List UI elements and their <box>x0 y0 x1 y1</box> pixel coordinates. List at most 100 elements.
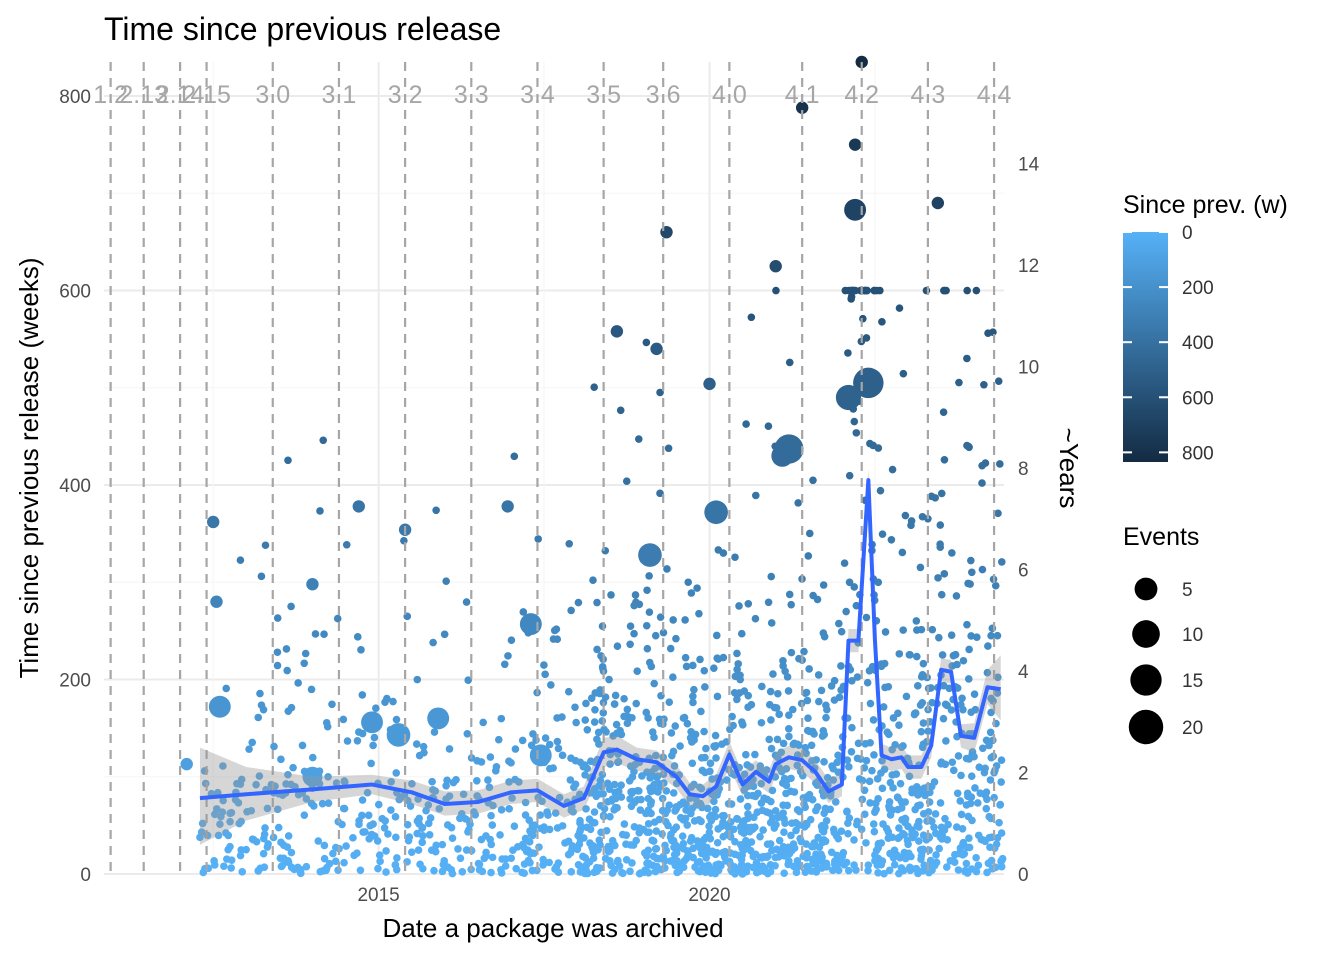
data-point <box>582 699 590 708</box>
data-point <box>917 625 926 634</box>
release-label: 2.13 <box>119 81 168 109</box>
data-point <box>906 866 915 875</box>
data-point <box>511 775 519 784</box>
data-point <box>723 776 731 784</box>
data-point <box>613 642 622 651</box>
color-legend: Since prev. (w) 0 200 400 600 800 <box>1123 191 1288 464</box>
data-point <box>866 699 875 708</box>
data-point <box>361 711 383 734</box>
data-point <box>387 777 395 786</box>
data-point <box>901 511 910 520</box>
data-point <box>607 591 615 599</box>
data-point <box>210 595 223 608</box>
data-point <box>551 809 560 817</box>
data-point <box>395 795 404 804</box>
data-point <box>438 867 447 876</box>
data-point <box>938 651 947 659</box>
data-point <box>987 814 995 823</box>
data-point <box>256 864 265 873</box>
data-point <box>736 795 745 803</box>
y-tick-label: 400 <box>59 476 91 497</box>
data-point <box>734 660 743 668</box>
y2-tick-label: 8 <box>1018 459 1029 480</box>
y2-tick-label: 10 <box>1018 358 1039 379</box>
data-point <box>486 753 495 761</box>
data-point <box>637 795 645 804</box>
data-point <box>914 682 922 690</box>
data-point <box>501 862 510 870</box>
data-point <box>603 779 612 788</box>
data-point <box>895 833 904 842</box>
color-legend-label: 200 <box>1182 278 1214 299</box>
data-point <box>947 706 956 714</box>
data-point <box>809 591 817 600</box>
data-point <box>294 679 302 687</box>
data-point <box>561 839 569 847</box>
data-point <box>940 570 949 578</box>
data-point <box>829 764 837 773</box>
data-point <box>710 664 718 672</box>
data-point <box>473 776 481 785</box>
data-point <box>954 752 963 760</box>
data-point <box>710 742 718 751</box>
data-point <box>804 552 813 560</box>
data-point <box>703 377 716 391</box>
data-point <box>854 739 863 748</box>
data-point <box>622 856 631 864</box>
data-point <box>630 601 638 610</box>
data-point <box>866 439 874 448</box>
data-point <box>600 725 608 734</box>
data-point <box>738 721 747 729</box>
data-point <box>966 580 974 588</box>
data-point <box>505 805 513 813</box>
data-point <box>989 328 997 336</box>
data-point <box>785 590 794 599</box>
data-point <box>958 694 966 703</box>
data-point <box>818 853 826 861</box>
data-point <box>507 636 516 644</box>
data-point <box>774 853 783 861</box>
data-point <box>357 646 365 654</box>
data-point <box>339 804 348 813</box>
data-point <box>827 682 836 690</box>
data-point <box>847 286 856 295</box>
data-point <box>206 515 220 529</box>
data-point <box>518 840 527 849</box>
data-point <box>418 823 427 832</box>
data-point <box>981 791 990 799</box>
data-point <box>848 676 856 685</box>
data-point <box>805 727 814 736</box>
data-point <box>656 388 664 397</box>
size-legend-key <box>1132 620 1160 648</box>
data-point <box>948 549 956 557</box>
data-point <box>445 792 454 800</box>
data-point <box>967 632 975 640</box>
data-point <box>314 837 323 845</box>
data-point <box>630 767 638 776</box>
data-point <box>544 811 552 819</box>
data-point <box>302 766 323 787</box>
data-point <box>696 655 704 664</box>
data-point <box>684 578 693 587</box>
data-point <box>498 855 506 863</box>
data-point <box>642 338 651 347</box>
size-legend-label: 20 <box>1182 718 1203 739</box>
data-point <box>608 869 617 877</box>
data-point <box>807 741 816 750</box>
data-point <box>593 645 601 654</box>
data-point <box>532 736 540 744</box>
data-point <box>878 784 887 793</box>
data-point <box>837 627 846 636</box>
data-point <box>837 827 846 835</box>
data-point <box>895 824 903 832</box>
data-point <box>914 791 922 799</box>
data-point <box>645 658 654 667</box>
release-label: 3.4 <box>520 81 555 109</box>
data-point <box>862 334 871 342</box>
data-point <box>419 742 428 751</box>
data-point <box>473 792 481 800</box>
data-point <box>785 711 793 719</box>
data-point <box>694 866 703 875</box>
data-point <box>917 727 926 736</box>
data-point <box>519 613 542 636</box>
